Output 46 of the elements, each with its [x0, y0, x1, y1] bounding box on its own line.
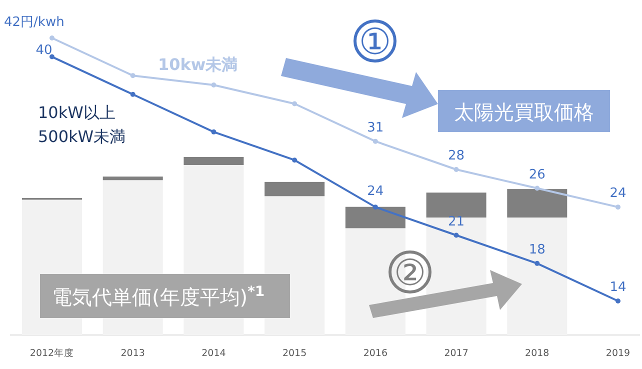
data-label: 31 [367, 120, 384, 136]
point [211, 129, 216, 134]
bar [264, 182, 325, 196]
bar [507, 189, 568, 218]
point [292, 158, 298, 163]
point [372, 204, 378, 210]
series-label: 10kw未満 [158, 55, 238, 74]
data-label: 21 [448, 214, 465, 230]
point [454, 232, 459, 238]
point [534, 186, 540, 191]
series-label: 電気代単価(年度平均)$^{*1}$ [52, 284, 265, 309]
bar [345, 206, 406, 228]
data-label: 40 [36, 42, 52, 58]
point [534, 260, 540, 266]
data-label: 42円/kwh [4, 15, 64, 30]
point [130, 92, 136, 97]
x-tick-label: 2015 [282, 348, 307, 359]
point [50, 54, 54, 60]
point [454, 167, 459, 172]
point [372, 138, 378, 144]
bar [102, 176, 163, 180]
point [211, 82, 216, 88]
point [616, 298, 620, 304]
annotation: 太陽光買取価格 [454, 100, 594, 124]
data-label: 26 [528, 167, 546, 182]
x-tick-label: 2019 [606, 348, 630, 359]
point [50, 36, 54, 40]
bar [507, 218, 568, 335]
data-label: 28 [448, 148, 465, 164]
data-label: 24 [610, 186, 626, 202]
data-label: 24 [367, 184, 384, 200]
data-label: 14 [610, 280, 626, 295]
x-tick-label: 2013 [120, 348, 145, 359]
annotation: ① [358, 22, 392, 63]
annotation: ② [394, 253, 426, 294]
x-tick-label: 2018 [525, 348, 550, 359]
bar [184, 157, 244, 166]
series-label: 10kW以上 500kW未満 [38, 103, 126, 146]
x-tick-label: 2012年度 [30, 347, 74, 359]
x-tick-label: 2016 [363, 348, 388, 359]
point [130, 73, 136, 78]
x-tick-label: 2017 [444, 348, 468, 359]
point [292, 101, 298, 106]
data-label: 18 [528, 242, 546, 258]
point [616, 204, 620, 210]
x-tick-label: 2014 [202, 348, 226, 359]
